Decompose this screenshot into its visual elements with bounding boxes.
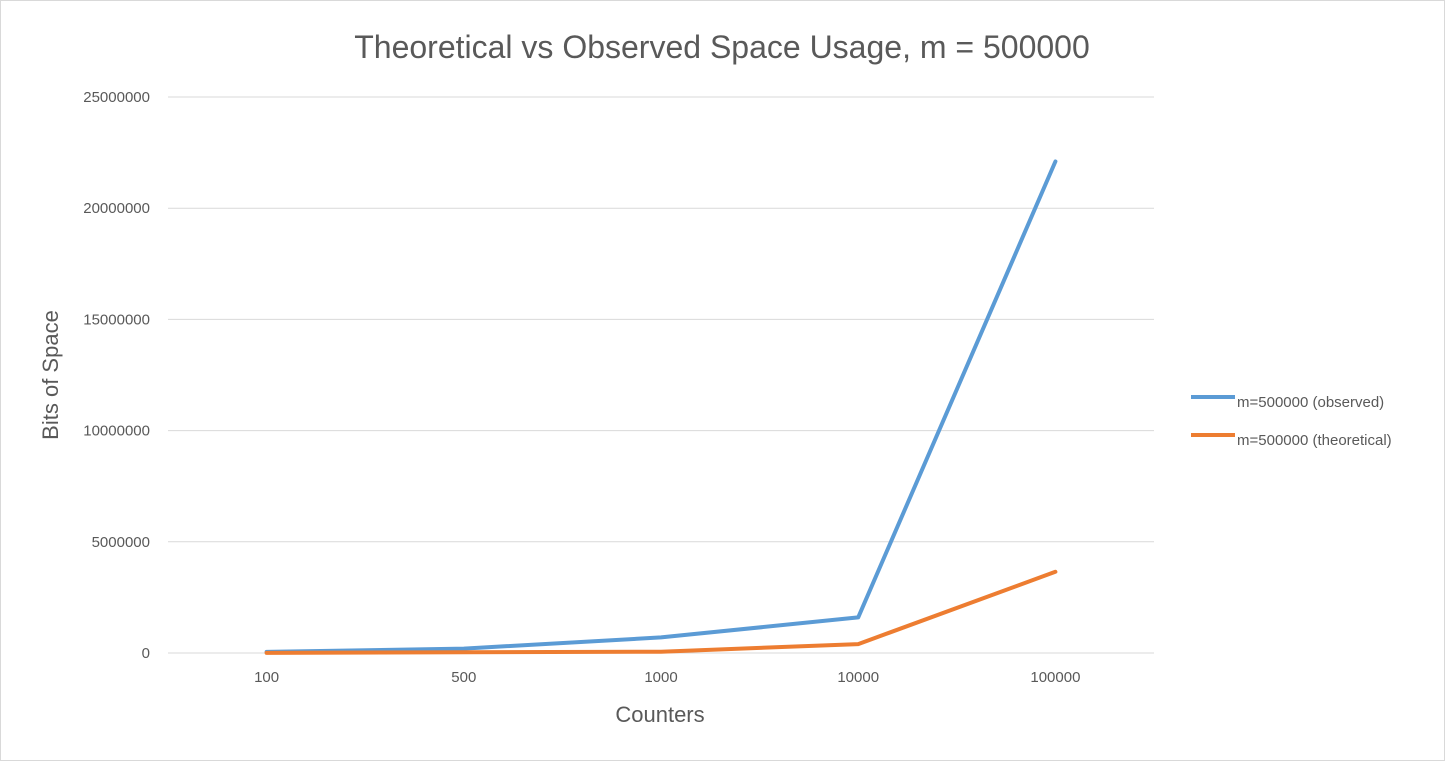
y-tick-label: 0 [142,645,150,662]
y-axis-tick-labels: 0 5000000 10000000 15000000 20000000 25000000 [83,89,150,662]
x-axis-tick-labels: 100 500 1000 10000 100000 [254,669,1080,686]
x-tick-label: 500 [451,669,476,686]
x-tick-label: 1000 [644,669,677,686]
y-tick-label: 10000000 [83,423,150,440]
series-lines [264,159,1058,655]
x-tick-label: 10000 [837,669,879,686]
x-tick-label: 100000 [1030,669,1080,686]
legend-label: m=500000 (theoretical) [1237,432,1392,449]
series-line-theoretical [264,569,1058,655]
legend: m=500000 (observed) m=500000 (theoretical… [1191,394,1392,449]
series-line-observed [264,159,1058,654]
y-axis-title: Bits of Space [38,310,63,440]
chart-title: Theoretical vs Observed Space Usage, m =… [354,29,1090,65]
y-tick-label: 25000000 [83,89,150,106]
x-axis-title: Counters [615,702,704,727]
legend-label: m=500000 (observed) [1237,394,1384,411]
gridlines [168,96,1154,654]
y-tick-label: 5000000 [92,534,150,551]
y-tick-label: 20000000 [83,200,150,217]
x-tick-label: 100 [254,669,279,686]
y-tick-label: 15000000 [83,311,150,328]
